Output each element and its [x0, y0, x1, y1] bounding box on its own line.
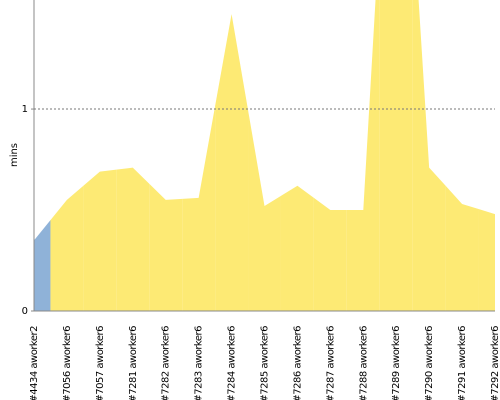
x-tick-label: #7057 aworker6 — [95, 326, 106, 400]
x-tick-label: #7289 aworker6 — [391, 326, 402, 400]
area-segment — [34, 220, 51, 311]
area-segment — [149, 183, 183, 311]
x-tick-label: #7283 aworker6 — [194, 326, 205, 400]
x-tick-label: #7284 aworker6 — [227, 326, 238, 400]
area-segment — [313, 197, 347, 311]
plot-area — [34, 0, 495, 311]
x-tick-label: #7286 aworker6 — [292, 326, 303, 400]
y-tick-label: 1 — [22, 104, 28, 115]
x-tick-label: #7291 aworker6 — [457, 326, 468, 400]
area-segment — [116, 167, 150, 311]
area-segment — [412, 0, 446, 311]
y-axis-label: mins — [9, 143, 20, 167]
x-tick-label: #7287 aworker6 — [325, 326, 336, 400]
x-tick-label: #4434 aworker2 — [29, 326, 40, 400]
area-segment — [50, 185, 84, 311]
x-tick-label: #7285 aworker6 — [260, 326, 271, 400]
x-tick-label: #7292 aworker6 — [490, 326, 500, 400]
x-tick-label: #7288 aworker6 — [358, 326, 369, 400]
y-tick-label: 0 — [22, 306, 28, 317]
area-segment — [83, 169, 117, 311]
area-segment — [478, 209, 495, 311]
area-segment — [280, 185, 314, 311]
area-segment — [215, 14, 249, 311]
area-segment — [346, 0, 380, 311]
area-segment — [248, 110, 281, 311]
x-tick-label: #7056 aworker6 — [62, 326, 73, 400]
area-segment — [379, 0, 413, 311]
x-tick-label: #7282 aworker6 — [161, 326, 172, 400]
x-tick-label: #7290 aworker6 — [424, 326, 435, 400]
area-segment — [445, 185, 479, 311]
area-segment — [182, 106, 216, 311]
x-tick-label: #7281 aworker6 — [128, 326, 139, 400]
